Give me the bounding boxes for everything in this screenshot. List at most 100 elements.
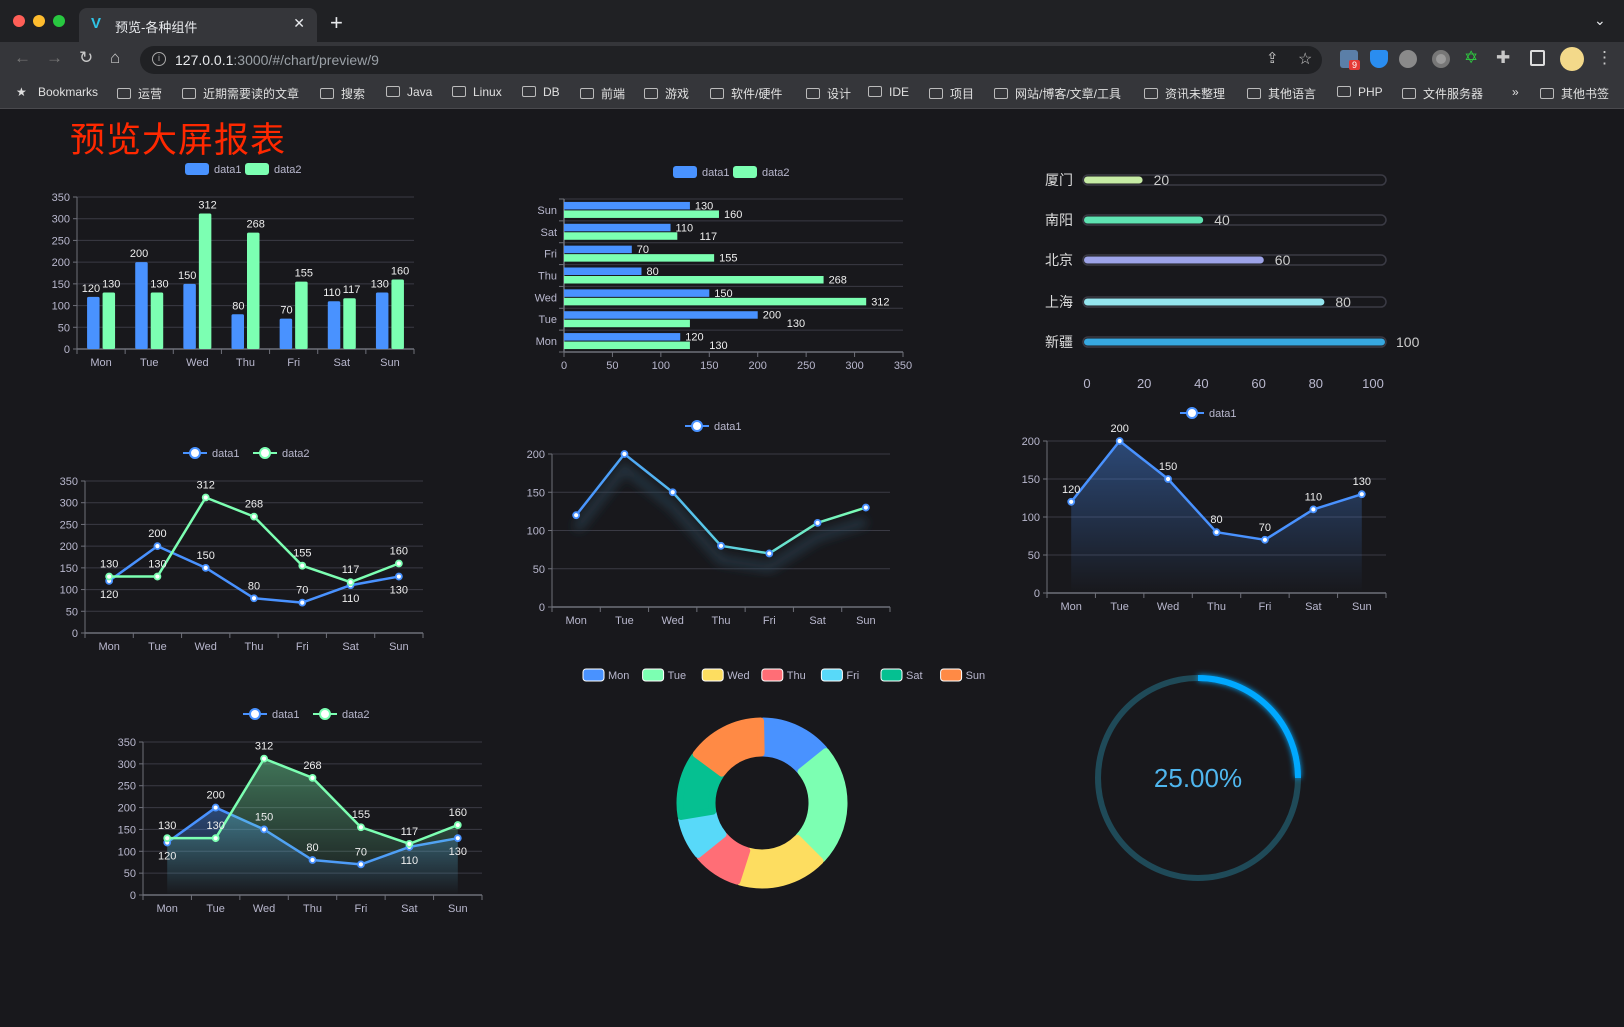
legend-item-data2[interactable]: data2	[245, 163, 302, 176]
data-label: 70	[296, 585, 308, 597]
legend-item-data1[interactable]: data1	[243, 708, 300, 721]
data-label: 117	[342, 564, 360, 576]
bookmark-folder[interactable]: 项目	[929, 85, 974, 102]
bookmark-folder[interactable]: DB	[522, 85, 560, 99]
bookmark-folder[interactable]: 前端	[580, 85, 625, 102]
progress-fill	[1084, 256, 1264, 264]
close-window-button[interactable]	[13, 15, 25, 27]
data-label: 117	[700, 231, 718, 243]
bookmark-folder[interactable]: 运营	[117, 85, 162, 102]
legend-item-Thu[interactable]: Thu	[761, 668, 806, 682]
legend-item-data2[interactable]: data2	[253, 447, 310, 460]
data-point	[453, 821, 462, 829]
legend-label: Mon	[608, 670, 629, 682]
x-tick-label: Thu	[236, 357, 255, 369]
bookmark-folder[interactable]: Linux	[452, 85, 502, 99]
bookmark-label: 资讯未整理	[1165, 87, 1226, 101]
x-tick-label: Fri	[287, 357, 300, 369]
y-tick-label: Mon	[536, 336, 557, 348]
bookmark-folder[interactable]: IDE	[868, 85, 909, 99]
legend-item-data1[interactable]: data1	[183, 447, 240, 460]
folder-icon	[1247, 88, 1261, 99]
url-text[interactable]: 127.0.0.1:3000/#/chart/preview/9	[175, 52, 379, 68]
bookmark-star-icon[interactable]: ☆	[1298, 51, 1313, 68]
bookmark-folder[interactable]: PHP	[1337, 85, 1383, 99]
legend-item-Wed[interactable]: Wed	[701, 668, 750, 682]
maximize-window-button[interactable]	[53, 15, 65, 27]
legend-item-Sat[interactable]: Sat	[880, 668, 923, 682]
y-tick-label: 350	[52, 192, 70, 204]
bookmark-folder[interactable]: 软件/硬件	[710, 85, 782, 102]
legend-label: data2	[342, 709, 370, 721]
bookmark-folder[interactable]: 其他语言	[1247, 85, 1316, 102]
legend-item-Fri[interactable]: Fri	[820, 668, 859, 682]
bar-data2	[391, 279, 404, 349]
forward-arrow-icon[interactable]: →	[46, 48, 63, 67]
bookmark-folder[interactable]: Java	[386, 85, 432, 99]
x-tick-label: Sun	[856, 615, 876, 627]
bookmark-label: 运营	[138, 87, 163, 101]
address-bar[interactable]: i 127.0.0.1:3000/#/chart/preview/9 ⇪ ☆	[140, 46, 1322, 74]
vertical-bar-chart: data1 data2 0 50 100 150 200 250 300 350 Mon Tue Wed…	[52, 163, 415, 369]
legend-circle-icon	[319, 708, 331, 720]
bookmark-folder[interactable]: 文件服务器	[1402, 85, 1483, 102]
y-tick-label: Sat	[540, 227, 557, 239]
legend-swatch-icon	[733, 166, 757, 178]
folder-icon	[710, 88, 724, 99]
data-point	[201, 493, 210, 502]
green-dot-extension-icon[interactable]	[1432, 50, 1450, 68]
home-icon[interactable]: ⌂	[110, 48, 121, 67]
close-tab-icon[interactable]: ✕	[293, 15, 305, 31]
bookmark-folder[interactable]: 网站/博客/文章/工具	[994, 85, 1121, 102]
legend-item-data1[interactable]: data1	[185, 163, 242, 176]
data-point	[1212, 528, 1221, 537]
legend-item-Sun[interactable]: Sun	[940, 668, 986, 682]
legend-label: Sun	[966, 670, 986, 682]
data-point	[717, 541, 725, 550]
minimize-window-button[interactable]	[33, 15, 45, 27]
browser-menu-icon[interactable]: ⋮	[1596, 48, 1613, 67]
data-label: 110	[342, 593, 360, 605]
progress-fill	[1084, 338, 1385, 346]
y-tick-label: 0	[72, 628, 78, 640]
legend-item-Tue[interactable]: Tue	[642, 668, 687, 682]
new-tab-button[interactable]: +	[330, 10, 343, 35]
data-label: 80	[1210, 514, 1222, 526]
bookmark-folder[interactable]: 搜索	[320, 85, 365, 102]
legend-item-Mon[interactable]: Mon	[582, 668, 629, 682]
x-tick-label: Tue	[148, 641, 167, 653]
side-panel-icon[interactable]	[1530, 50, 1545, 66]
other-bookmarks-folder[interactable]: 其他书签	[1540, 85, 1609, 102]
command-extension-icon[interactable]	[1399, 50, 1417, 68]
bookmark-item[interactable]: Bookmarks	[38, 85, 99, 99]
bookmark-folder[interactable]: 资讯未整理	[1144, 85, 1225, 102]
back-arrow-icon[interactable]: ←	[14, 48, 31, 67]
share-icon[interactable]: ⇪	[1266, 50, 1279, 67]
legend-item-data1[interactable]: data1	[1180, 407, 1237, 420]
star-extension-icon[interactable]: ✡	[1464, 48, 1479, 67]
legend-item-data2[interactable]: data2	[733, 166, 790, 179]
reload-icon[interactable]: ↻	[79, 48, 94, 67]
legend-item-data1[interactable]: data1	[685, 420, 742, 433]
diamond-extension-icon[interactable]	[1370, 50, 1388, 68]
data-point	[668, 488, 677, 497]
data-label: 200	[1110, 423, 1128, 435]
puzzle-extensions-icon[interactable]: ✚	[1496, 48, 1511, 67]
y-tick-label: 50	[124, 868, 136, 880]
browser-tab[interactable]: V 预览-各种组件 ✕	[79, 8, 317, 42]
bookmarks-overflow-button[interactable]: »	[1512, 85, 1519, 99]
bookmark-folder[interactable]: 设计	[806, 85, 851, 102]
data-label: 130	[148, 559, 166, 571]
bar-data1	[135, 262, 148, 349]
tab-search-chevron-icon[interactable]: ⌄	[1594, 12, 1606, 28]
legend-item-data2[interactable]: data2	[313, 708, 370, 721]
bookmark-folder[interactable]: 游戏	[644, 85, 689, 102]
y-tick-label: 50	[58, 322, 70, 334]
x-tick-label: 0	[1083, 376, 1090, 391]
x-tick-label: 300	[845, 360, 863, 372]
profile-avatar[interactable]	[1560, 47, 1584, 71]
site-info-icon[interactable]: i	[152, 52, 166, 66]
legend-item-data1[interactable]: data1	[673, 166, 730, 179]
bookmark-folder[interactable]: 近期需要读的文章	[182, 85, 299, 102]
legend-label: data2	[762, 167, 790, 179]
